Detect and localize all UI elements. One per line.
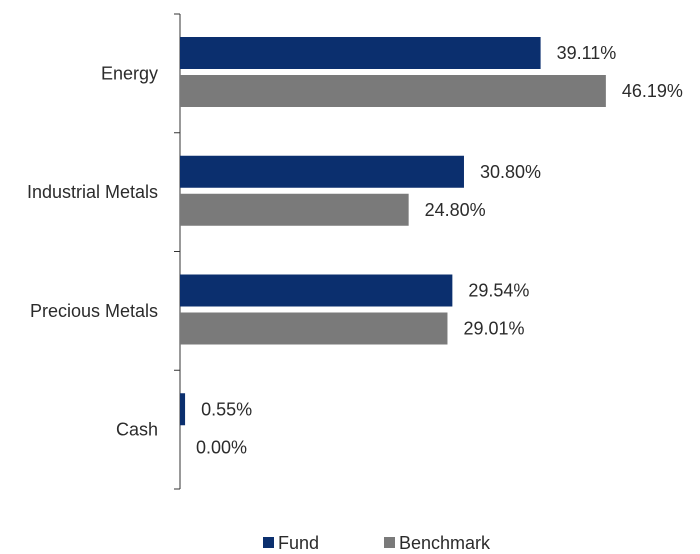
legend-label-benchmark: Benchmark — [399, 533, 491, 553]
category-label: Energy — [101, 63, 158, 83]
labels: Energy 39.11%46.19% Industrial Metals 30.80… — [27, 43, 683, 457]
bar-benchmark-industrial-metals — [180, 193, 409, 226]
data-label: 0.55% — [201, 399, 252, 419]
bar-fund-industrial-metals — [180, 155, 464, 188]
data-label: 24.80% — [425, 200, 486, 220]
data-label: 39.11% — [557, 43, 617, 63]
data-label: 30.80% — [480, 162, 541, 182]
data-label: 29.01% — [463, 319, 524, 339]
bar-fund-energy — [180, 37, 541, 69]
data-label: 46.19% — [622, 81, 683, 101]
category-label: Cash — [116, 420, 158, 440]
bar-fund-cash — [180, 393, 186, 426]
bars — [180, 37, 606, 426]
bar-benchmark-energy — [180, 75, 606, 107]
legend-label-fund: Fund — [278, 533, 319, 553]
data-label: 0.00% — [196, 437, 247, 457]
legend-swatch-benchmark — [384, 537, 395, 548]
data-label: 29.54% — [468, 281, 529, 301]
category-axis — [174, 13, 181, 490]
bar-fund-precious-metals — [180, 274, 453, 307]
legend: Fund Benchmark — [263, 533, 491, 553]
category-label: Industrial Metals — [27, 182, 158, 202]
legend-swatch-fund — [263, 537, 274, 548]
bar-benchmark-precious-metals — [180, 312, 448, 345]
category-label: Precious Metals — [30, 301, 158, 321]
